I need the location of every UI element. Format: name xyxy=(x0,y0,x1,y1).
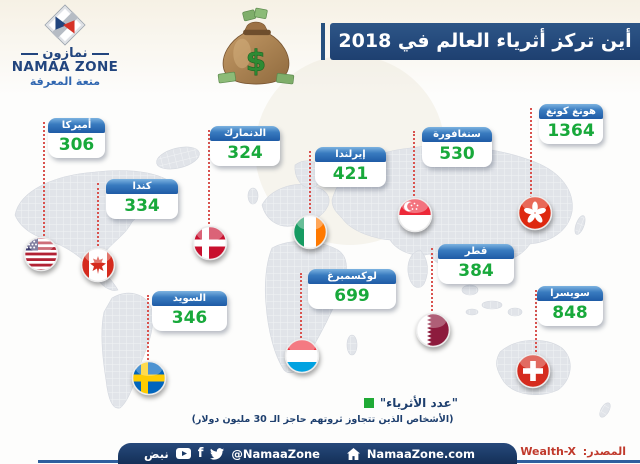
country-value: 530 xyxy=(422,142,492,167)
namaa-zone-logo: نمازون NAMAA ZONE متعة المعرفة xyxy=(8,4,122,88)
luxembourg-flag-icon xyxy=(284,338,320,374)
country-card-denmark: الدنمارك 324 xyxy=(210,126,280,166)
country-value: 421 xyxy=(315,162,386,187)
country-name-label: السويد xyxy=(152,291,227,306)
connector-line-hong-kong xyxy=(530,108,532,198)
singapore-flag-icon xyxy=(397,197,433,233)
connector-line-ireland xyxy=(309,151,311,217)
connector-line-sweden xyxy=(147,295,149,363)
connector-line-america xyxy=(43,122,45,240)
logo-diamond-icon xyxy=(44,4,86,46)
country-value: 848 xyxy=(537,301,603,326)
country-value: 699 xyxy=(308,284,396,309)
canada-flag-icon xyxy=(80,247,116,283)
logo-brand-arabic: نمازون xyxy=(42,46,88,61)
country-card-singapore: سنغافورة 530 xyxy=(422,127,492,167)
country-value: 346 xyxy=(152,306,227,331)
country-name-label: لوكسمبرغ xyxy=(308,269,396,284)
source-attribution: المصدر: Wealth-X xyxy=(520,445,626,458)
country-value: 384 xyxy=(438,259,514,284)
legend-title: "عدد الأثرياء" xyxy=(379,396,458,410)
country-name-label: كندا xyxy=(106,179,178,194)
logo-dash-right xyxy=(91,52,109,55)
denmark-flag-icon xyxy=(192,225,228,261)
usa-flag-icon xyxy=(23,236,59,272)
logo-dash-left xyxy=(21,52,39,55)
country-name-label: الدنمارك xyxy=(210,126,280,141)
legend: "عدد الأثرياء" xyxy=(363,396,458,410)
switzerland-flag-icon xyxy=(515,353,551,389)
country-name-label: سويسرا xyxy=(537,286,603,301)
country-value: 1364 xyxy=(539,119,603,144)
legend-note: (الأشخاص الذين تتجاوز ثروتهم حاجز الـ 30… xyxy=(191,414,454,425)
legend-green-square-icon xyxy=(363,398,374,408)
social-handle[interactable]: @NamaaZone xyxy=(231,446,320,461)
country-card-america: أميركا 306 xyxy=(48,118,105,158)
website-link[interactable]: NamaaZone.com xyxy=(366,446,475,461)
facebook-icon[interactable]: f xyxy=(197,446,204,461)
youtube-icon[interactable] xyxy=(175,448,191,459)
source-label: المصدر: xyxy=(582,445,626,458)
country-card-canada: كندا 334 xyxy=(106,179,178,219)
qatar-flag-icon xyxy=(415,312,451,348)
svg-text:$: $ xyxy=(246,43,267,78)
footer-bar: نبض f @NamaaZone NamaaZone.com xyxy=(118,443,517,464)
ireland-flag-icon xyxy=(292,214,328,250)
connector-line-switzerland xyxy=(535,290,537,356)
country-card-qatar: قطر 384 xyxy=(438,244,514,284)
country-card-switzerland: سويسرا 848 xyxy=(537,286,603,326)
twitter-icon[interactable] xyxy=(210,447,225,460)
footer-social-group: نبض f @NamaaZone xyxy=(144,447,320,461)
source-value: Wealth-X xyxy=(520,445,576,458)
title-bar-accent-stripe xyxy=(321,23,325,60)
country-card-ireland: إيرلندا 421 xyxy=(315,147,386,187)
connector-line-qatar xyxy=(431,248,433,315)
country-value: 324 xyxy=(210,141,280,166)
country-name-label: أميركا xyxy=(48,118,105,133)
country-name-label: قطر xyxy=(438,244,514,259)
logo-tagline: متعة المعرفة xyxy=(29,75,101,88)
country-card-hong-kong: هونغ كونغ 1364 xyxy=(539,104,603,144)
page-title: أين تركز أثرياء العالم في 2018 xyxy=(330,23,640,60)
logo-brand-latin: NAMAA ZONE xyxy=(11,59,119,75)
connector-line-denmark xyxy=(208,130,210,228)
country-name-label: إيرلندا xyxy=(315,147,386,162)
sweden-flag-icon xyxy=(131,360,167,396)
connector-line-singapore xyxy=(413,131,415,200)
footer-site-group: NamaaZone.com xyxy=(346,446,475,461)
home-icon xyxy=(346,447,360,460)
country-value: 334 xyxy=(106,194,178,219)
country-value: 306 xyxy=(48,133,105,158)
country-name-label: هونغ كونغ xyxy=(539,104,603,119)
country-card-luxembourg: لوكسمبرغ 699 xyxy=(308,269,396,309)
nabd-app-label[interactable]: نبض xyxy=(144,446,169,461)
connector-line-canada xyxy=(97,183,99,250)
country-card-sweden: السويد 346 xyxy=(152,291,227,331)
country-name-label: سنغافورة xyxy=(422,127,492,142)
money-bag-icon: $ xyxy=(217,7,295,85)
connector-line-luxembourg xyxy=(300,273,302,341)
hong-kong-flag-icon xyxy=(517,195,553,231)
